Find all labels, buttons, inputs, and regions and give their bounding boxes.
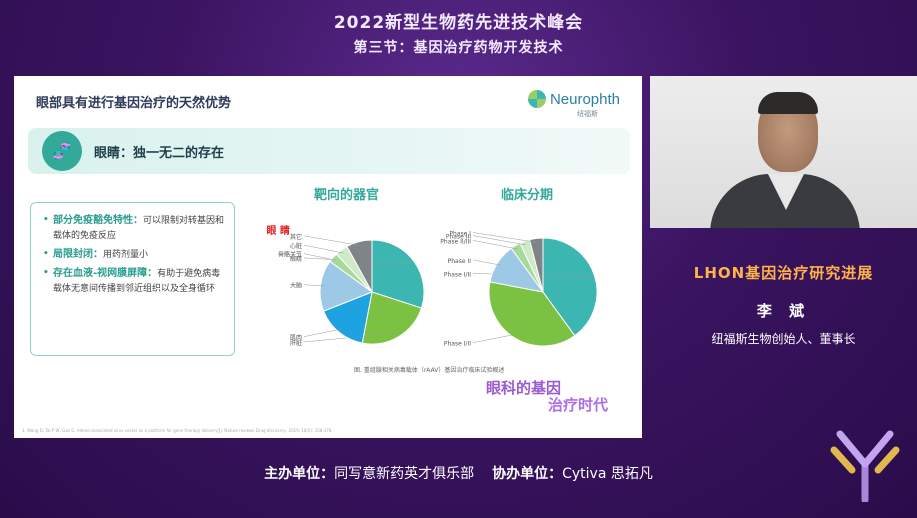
pie-slice-label: 骨骼关节 [278,251,302,259]
pie-leader-line [303,244,344,254]
bullet-item: 部分免疫豁免特性：可以限制对转基因和载体的免疫反应 [43,213,224,244]
pie-slice [542,237,598,337]
pie-slice [488,281,576,347]
bullet-text: 可以限制对转基因和载体的免疫反应 [53,216,225,241]
pie-slice-label: Phase II [448,258,472,265]
pie-leader-line [472,232,537,243]
pie-leader-line [303,284,325,287]
pie-slice-label: Phase I/II [444,271,471,278]
pie-slice-label: 肌肉 [290,334,302,342]
chart-title-organs: 靶向的器官 [314,188,380,203]
pie-leader-line [472,240,518,250]
dna-icon: 🧬 [42,131,82,171]
footer-sponsors: 主办单位：同写意新药英才俱乐部 协办单位：Cytiva 思拓凡 [0,463,917,483]
bullet-item: 局限封闭：用药剂量小 [43,247,224,263]
company-logo: Neurophth [527,90,620,108]
footnote: 1. Wang D, Tai P W, Gao G. Adeno-associa… [22,428,333,433]
bullet-key: 局限封闭： [53,249,103,260]
advantages-box: 部分免疫豁免特性：可以限制对转基因和载体的免疫反应 局限封闭：用药剂量小 存在血… [30,202,235,356]
pie-slice-label: Phase I [449,230,471,237]
watermark-line2: 治疗时代 [548,396,609,414]
pie-slice [361,291,423,345]
bullet-key: 存在血液-视网膜屏障： [53,268,158,279]
bullet-text: 有助于避免病毒载体无意间传播到邻近组织以及全身循环 [53,269,221,294]
section-heading: 眼睛：独一无二的存在 [94,145,225,161]
pie-slice-label: 眼睛 [290,255,302,263]
host-label: 主办单位： [264,466,335,482]
slide-title: 眼部具有进行基因治疗的天然优势 [36,96,232,111]
pie-slice [528,237,544,293]
speaker-video [650,76,917,228]
speaker-hair [758,92,818,114]
pie-leader-line [472,333,517,343]
pie-leader-line [472,259,501,266]
section-heading-bar: 🧬 眼睛：独一无二的存在 [28,128,630,174]
pie-slice-label: Phase I/II [444,341,471,348]
chart-caption: 图. 重组腺相关病毒载体（rAAV）基因治疗临床试验概述 [354,366,504,374]
pie-slice [319,260,374,312]
speaker-role: 纽福斯生物创始人、董事长 [711,332,856,346]
pie-leader-line [303,235,361,246]
pie-leader-line [303,253,337,261]
antibody-icon [830,430,900,502]
pie-slice-label: 心脏 [290,242,302,250]
watermark: 眼科的基因 治疗时代 [486,380,608,414]
conference-title: 2022新型生物药先进技术峰会 [333,13,584,33]
pie-slice [371,239,425,309]
bullet-text: 用药剂量小 [103,250,149,260]
pie-slice-label: 大脑 [290,282,302,290]
speaker-name: 李 斌 [756,302,811,320]
pie-slice-label: Phase III [446,234,471,241]
pie-slice-label: Phase II/III [440,238,471,245]
conference-header: 2022新型生物药先进技术峰会 第三节：基因治疗药物开发技术 [0,8,917,57]
pie-leader-line [303,328,342,337]
logo-mark-icon [527,90,546,108]
pie-slice [346,239,373,293]
watermark-line1: 眼科的基因 [486,379,562,397]
presentation-slide: 眼部具有进行基因治疗的天然优势 Neurophth 纽福斯 🧬 眼睛：独一无二的… [14,76,642,438]
chart-title-phases: 临床分期 [501,188,554,203]
bullet-item: 存在血液-视网膜屏障：有助于避免病毒载体无意间传播到邻近组织以及全身循环 [43,266,224,297]
pie-slice-label: 肝脏 [290,339,302,347]
host-name: 同写意新药英才俱乐部 [334,466,475,482]
session-title: 第三节：基因治疗药物开发技术 [353,40,564,56]
logo-text: Neurophth [549,90,620,108]
cohost-label: 协办单位： [492,466,563,482]
cohost-name: Cytiva 思拓凡 [562,466,653,482]
pie-slice [323,291,373,344]
talk-title: LHON基因治疗研究进展 [693,264,874,282]
logo-subtext: 纽福斯 [577,110,598,118]
pie-slice-label: 其它 [290,233,302,241]
highlight-label: 眼 睛 [267,224,290,237]
bullet-key: 部分免疫豁免特性： [53,215,143,226]
pie-leader-line [472,235,527,246]
